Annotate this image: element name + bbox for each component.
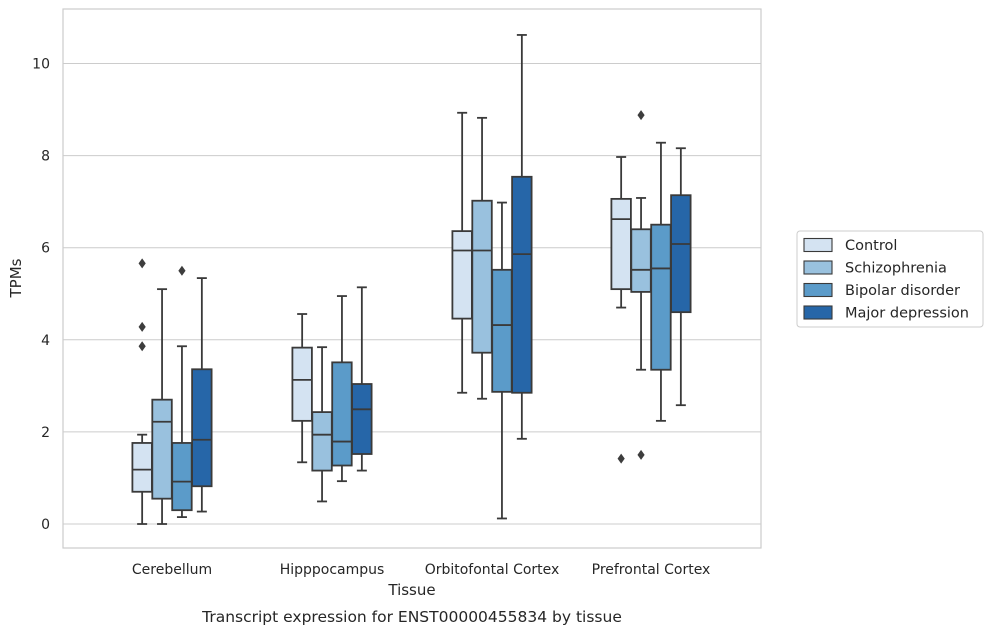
box-iqr xyxy=(311,411,333,472)
box-iqr xyxy=(471,199,493,354)
legend-item: Major depression xyxy=(803,305,969,322)
box xyxy=(630,110,652,460)
x-tick-label: Orbitofontal Cortex xyxy=(425,562,560,578)
box-iqr xyxy=(670,194,692,314)
outlier-point xyxy=(138,321,146,332)
outlier-point xyxy=(637,449,645,460)
box-iqr xyxy=(630,228,652,293)
box xyxy=(351,286,373,472)
box-group-hipppocampus xyxy=(291,286,373,503)
box xyxy=(650,141,672,422)
figure-caption: Transcript expression for ENST0000045583… xyxy=(201,608,622,626)
box xyxy=(491,201,513,520)
box-iqr xyxy=(151,398,173,500)
outlier-point xyxy=(178,265,186,276)
box-iqr xyxy=(131,442,153,493)
x-tick-label: Hipppocampus xyxy=(280,562,385,578)
box-group-prefrontal-cortex xyxy=(610,110,692,464)
box-group-cerebellum xyxy=(131,258,213,525)
y-tick-label: 10 xyxy=(32,57,50,73)
box-iqr xyxy=(191,368,213,488)
box xyxy=(511,34,533,440)
legend-frame xyxy=(796,230,984,328)
box xyxy=(610,156,632,464)
box xyxy=(451,111,473,394)
legend-label: Bipolar disorder xyxy=(845,283,960,299)
box xyxy=(670,147,692,407)
box-iqr xyxy=(351,383,373,455)
y-tick-label: 2 xyxy=(41,425,50,441)
legend-label: Major depression xyxy=(845,306,969,322)
legend-items: Control Schizophrenia Bipolar disorder Majo… xyxy=(803,237,969,322)
box-iqr xyxy=(610,197,632,291)
box xyxy=(291,313,313,464)
box xyxy=(471,116,493,400)
legend-swatch xyxy=(803,282,833,298)
x-tick-labels: Cerebellum Hipppocampus Orbitofontal Corte… xyxy=(132,562,710,578)
y-tick-label: 0 xyxy=(41,517,50,533)
box-iqr xyxy=(511,175,533,394)
box xyxy=(311,346,333,503)
y-tick-label: 8 xyxy=(41,149,50,165)
grid-lines xyxy=(63,63,761,525)
legend-item: Schizophrenia xyxy=(803,260,947,277)
x-axis-label: Tissue xyxy=(387,581,435,599)
legend-swatch xyxy=(803,305,833,320)
plot-frame xyxy=(62,8,762,549)
box xyxy=(171,265,193,518)
legend-swatch xyxy=(803,237,833,253)
box-iqr xyxy=(650,223,672,371)
y-tick-labels: 0 2 4 6 8 10 xyxy=(32,57,50,534)
outlier-point xyxy=(637,110,645,121)
box-iqr xyxy=(331,361,353,467)
outlier-point xyxy=(617,453,625,464)
y-axis-label: TPMs xyxy=(7,258,25,298)
box-iqr xyxy=(291,346,313,422)
outlier-point xyxy=(138,341,146,352)
x-tick-label: Prefrontal Cortex xyxy=(592,562,711,578)
box-iqr xyxy=(491,268,513,393)
box-group-orbitofontal-cortex xyxy=(451,34,533,520)
legend: Control Schizophrenia Bipolar disorder Majo… xyxy=(796,230,984,328)
box-iqr xyxy=(171,442,193,512)
box-iqr xyxy=(451,230,473,320)
box xyxy=(151,288,173,525)
y-tick-label: 4 xyxy=(41,333,50,349)
box xyxy=(191,277,213,513)
box-groups xyxy=(131,34,692,525)
y-tick-label: 6 xyxy=(41,241,50,257)
legend-item: Control xyxy=(803,237,897,254)
outlier-point xyxy=(138,258,146,269)
legend-item: Bipolar disorder xyxy=(803,282,960,299)
x-tick-label: Cerebellum xyxy=(132,562,212,578)
legend-swatch xyxy=(803,260,833,275)
box xyxy=(131,258,153,525)
box xyxy=(331,295,353,483)
legend-label: Schizophrenia xyxy=(845,261,947,277)
legend-label: Control xyxy=(845,238,897,254)
